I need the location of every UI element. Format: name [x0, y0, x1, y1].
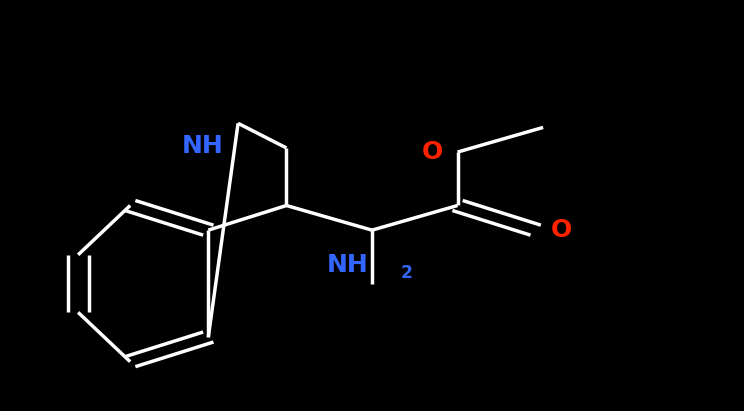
Text: O: O	[551, 218, 572, 242]
Text: O: O	[421, 140, 443, 164]
Text: NH: NH	[182, 134, 223, 157]
Text: 2: 2	[400, 263, 412, 282]
Text: NH: NH	[327, 254, 368, 277]
